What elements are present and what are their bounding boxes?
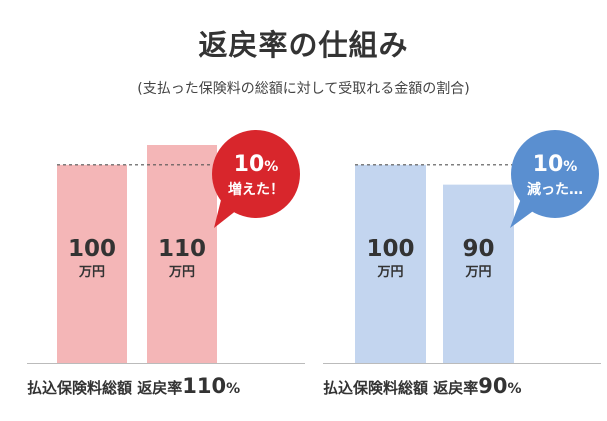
decrease-badge-circle bbox=[511, 130, 599, 218]
decrease-caption-prefix: 払込保険料総額 返戻率 bbox=[323, 379, 479, 397]
increase-badge-value: 10% bbox=[234, 152, 279, 177]
increase-bar-2-value: 110 bbox=[158, 236, 206, 262]
decrease-caption-percent: % bbox=[507, 381, 522, 397]
decrease-bar-2-unit: 万円 bbox=[464, 265, 491, 280]
page-title: 返戻率の仕組み bbox=[198, 28, 409, 62]
increase-bar-2-unit: 万円 bbox=[168, 265, 195, 280]
decrease-badge-percent: % bbox=[563, 159, 577, 175]
increase-bar-1-unit: 万円 bbox=[78, 265, 105, 280]
increase-caption-prefix: 払込保険料総額 返戻率 bbox=[27, 379, 183, 397]
increase-caption-percent: % bbox=[226, 381, 241, 397]
decrease-caption-rate: 90 bbox=[478, 374, 508, 398]
decrease-bar-2-value: 90 bbox=[462, 236, 494, 262]
decrease-bar-2 bbox=[443, 184, 514, 363]
decrease-caption: 払込保険料総額 返戻率90% bbox=[323, 374, 522, 398]
decrease-bar-1 bbox=[355, 164, 426, 363]
decrease-chart: 100 万円 90 万円 10% 減った… bbox=[323, 130, 601, 364]
increase-caption-rate: 110 bbox=[182, 374, 227, 398]
page-subtitle: (支払った保険料の総額に対して受取れる金額の割合) bbox=[137, 81, 470, 97]
decrease-bar-1-value: 100 bbox=[366, 236, 414, 262]
increase-badge-number: 10 bbox=[234, 152, 265, 177]
increase-chart: 100 万円 110 万円 10% 増えた！ bbox=[27, 130, 305, 364]
increase-badge-circle bbox=[212, 130, 300, 218]
increase-bar-2 bbox=[147, 145, 217, 363]
decrease-badge-number: 10 bbox=[533, 152, 564, 177]
increase-bar-1-value: 100 bbox=[68, 236, 116, 262]
increase-badge-percent: % bbox=[264, 159, 278, 175]
increase-badge-text: 増えた！ bbox=[228, 181, 284, 198]
decrease-bar-1-unit: 万円 bbox=[376, 265, 403, 280]
increase-bar-1 bbox=[57, 164, 127, 363]
increase-caption: 払込保険料総額 返戻率110% bbox=[27, 374, 240, 398]
decrease-badge-text: 減った… bbox=[527, 181, 583, 198]
decrease-badge-value: 10% bbox=[533, 152, 578, 177]
